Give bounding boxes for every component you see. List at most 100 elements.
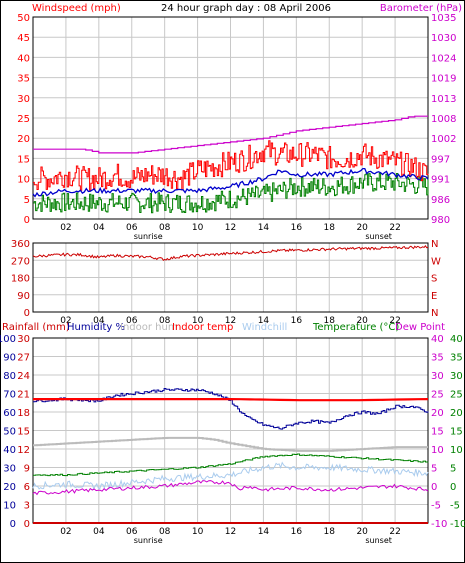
legend-0: Rainfall (mm) — [2, 322, 70, 333]
baro-y-tick-label: 997 — [431, 154, 450, 165]
baro-y-tick-label: 1008 — [431, 114, 456, 125]
climate-chart-x-tick-label: 18 — [324, 527, 336, 537]
wind-chart-x-tick-label: 06 — [126, 223, 138, 233]
temperature-y-tick-label: 35 — [450, 353, 463, 364]
wind-y-tick-label: 30 — [17, 94, 30, 105]
temperature-y-tick-label: 40 — [450, 334, 463, 345]
temperature-y-tick-label: 20 — [450, 408, 463, 419]
baro-y-tick-label: 1035 — [431, 13, 456, 24]
direction-chart-x-tick-label: 06 — [126, 316, 138, 326]
rain-y-tick-label: 24 — [17, 371, 30, 382]
temperature-y-tick-label: 5 — [450, 464, 456, 475]
wind-chart-x-annotation: sunset — [365, 232, 392, 241]
legend-6: Dew Point — [395, 322, 445, 333]
humidity-y-tick-label: 50 — [3, 427, 16, 438]
climate-chart-x-tick-label: 06 — [126, 527, 138, 537]
climate-chart-x-tick-label: 04 — [93, 527, 105, 537]
direction-chart-x-tick-label: 22 — [389, 316, 400, 326]
rain-y-tick-label: 12 — [17, 445, 30, 456]
temperature-y-tick-label: -10 — [450, 519, 465, 530]
barometer-line — [33, 115, 428, 154]
rain-y-tick-label: 15 — [17, 427, 30, 438]
direction-chart-x-tick-label: 16 — [291, 316, 303, 326]
wind-chart-x-tick-label: 02 — [60, 223, 71, 233]
direction-y-tick-label: 360 — [11, 239, 30, 250]
wind-average-line — [32, 167, 429, 198]
windchill-line — [32, 461, 429, 491]
wind-y-tick-label: 40 — [17, 53, 30, 64]
direction-chart-x-tick-label: 04 — [93, 316, 105, 326]
wind-low-line — [33, 172, 429, 214]
wind-chart-x-tick-label: 12 — [225, 223, 236, 233]
baro-y-tick-label: 991 — [431, 175, 450, 186]
rain-y-tick-label: 21 — [17, 390, 30, 401]
direction-chart-x-tick-label: 12 — [225, 316, 236, 326]
dewpoint-line — [32, 480, 429, 496]
humidity-y-tick-label: 100 — [0, 334, 16, 345]
rain-y-tick-label: 18 — [17, 408, 30, 419]
climate-chart-x-tick-label: 14 — [258, 527, 270, 537]
humidity-y-tick-label: 80 — [3, 371, 16, 382]
wind-y-tick-label: 10 — [17, 175, 30, 186]
climate-chart-x-tick-label: 10 — [192, 527, 204, 537]
wind-chart-x-tick-label: 14 — [258, 223, 270, 233]
baro-y-tick-label: 1030 — [431, 33, 456, 44]
wind-y-tick-label: 15 — [17, 154, 30, 165]
dewpoint-y-tick-label: 0 — [431, 482, 437, 493]
wind-y-tick-label: 20 — [17, 134, 30, 145]
indoor-temp-line — [33, 398, 429, 402]
humidity-y-tick-label: 30 — [3, 464, 16, 475]
temperature-line — [33, 453, 429, 477]
temperature-y-tick-label: 30 — [450, 371, 463, 382]
dewpoint-y-tick-label: -5 — [431, 501, 441, 512]
direction-y-tick-label: 90 — [17, 291, 30, 302]
direction-compass-label: N — [431, 239, 438, 250]
wind-y-tick-label: 35 — [17, 74, 30, 85]
direction-chart-plot-box — [32, 242, 429, 313]
legend-5: Temperature (°C) — [312, 322, 399, 333]
direction-chart-x-tick-label: 20 — [356, 316, 368, 326]
wind-y-tick-label: 0 — [24, 215, 30, 226]
wind-chart-x-tick-label: 16 — [291, 223, 303, 233]
direction-compass-label: W — [431, 256, 441, 267]
humidity-y-tick-label: 40 — [3, 445, 16, 456]
direction-y-tick-label: 270 — [11, 256, 30, 267]
baro-y-tick-label: 986 — [431, 195, 450, 206]
dewpoint-y-tick-label: 25 — [431, 390, 444, 401]
legend-1: Humidity % — [67, 322, 125, 333]
rain-y-tick-label: 27 — [17, 353, 30, 364]
wind-chart-x-annotation: sunrise — [134, 232, 163, 241]
direction-chart-x-tick-label: 08 — [159, 316, 171, 326]
wind-chart-plot-box — [32, 16, 429, 220]
rain-y-tick-label: 9 — [24, 464, 30, 475]
temperature-y-tick-label: 10 — [450, 445, 463, 456]
dewpoint-y-tick-label: 30 — [431, 371, 444, 382]
baro-axis-title: Barometer (hPa) — [380, 3, 462, 14]
climate-chart-x-tick-label: 16 — [291, 527, 303, 537]
wind-gust-line — [33, 140, 429, 191]
wind-y-tick-label: 5 — [24, 195, 30, 206]
humidity-y-tick-label: 20 — [3, 482, 16, 493]
direction-chart-x-tick-label: 10 — [192, 316, 204, 326]
wind-chart-x-tick-label: 20 — [356, 223, 368, 233]
legend-3: Indoor temp — [172, 322, 233, 333]
legend-4: Windchill — [242, 322, 287, 333]
direction-chart-x-tick-label: 18 — [324, 316, 336, 326]
baro-y-tick-label: 980 — [431, 215, 450, 226]
temperature-y-tick-label: 15 — [450, 427, 463, 438]
climate-chart-x-tick-label: 20 — [356, 527, 368, 537]
temperature-y-tick-label: -5 — [450, 501, 460, 512]
humidity-y-tick-label: 70 — [3, 390, 16, 401]
climate-chart-x-tick-label: 22 — [389, 527, 400, 537]
dewpoint-y-tick-label: 40 — [431, 334, 444, 345]
direction-compass-label: S — [431, 274, 437, 285]
climate-chart-x-annotation: sunset — [365, 536, 392, 545]
baro-y-tick-label: 1024 — [431, 53, 456, 64]
rain-y-tick-label: 3 — [24, 501, 30, 512]
dewpoint-y-tick-label: 10 — [431, 445, 444, 456]
direction-chart-x-tick-label: 02 — [60, 316, 71, 326]
direction-compass-label: E — [431, 291, 437, 302]
direction-chart-x-tick-label: 14 — [258, 316, 270, 326]
